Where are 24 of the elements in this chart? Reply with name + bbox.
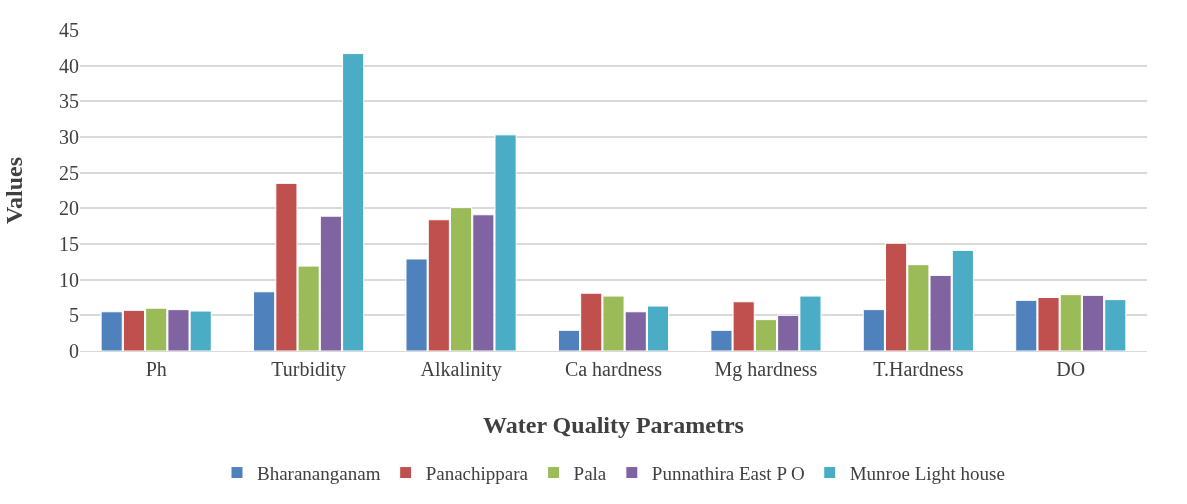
legend-label: Pala — [573, 462, 607, 484]
y-tick-label: 0 — [69, 340, 79, 362]
y-tick-label: 25 — [59, 161, 79, 184]
y-tick-label: 15 — [59, 233, 79, 255]
y-axis-title: Values — [1, 156, 27, 225]
x-tick-label: Ph — [145, 358, 167, 380]
legend-label: Panachippara — [425, 462, 529, 484]
y-tick-label: 10 — [59, 268, 79, 291]
x-tick-label: DO — [1056, 358, 1086, 380]
legend-label: Punnathira East P O — [651, 462, 805, 484]
x-tick-label: Turbidity — [271, 358, 347, 381]
x-tick-label: T.Hardness — [873, 358, 964, 380]
legend-label: Bharananganam — [257, 462, 381, 484]
y-tick-label: 20 — [59, 197, 79, 220]
y-tick-label: 30 — [59, 126, 79, 148]
y-tick-label: 40 — [59, 54, 79, 77]
y-tick-label: 45 — [59, 19, 79, 41]
x-tick-label: Ca hardness — [564, 358, 663, 380]
legend-label: Munroe Light house — [849, 462, 1005, 484]
y-tick-label: 35 — [59, 90, 79, 113]
y-tick-label: 5 — [69, 304, 79, 327]
x-tick-label: Mg hardness — [714, 358, 818, 381]
x-tick-label: Alkalinity — [420, 358, 502, 381]
x-axis-title: Water Quality Parametrs — [483, 412, 744, 438]
